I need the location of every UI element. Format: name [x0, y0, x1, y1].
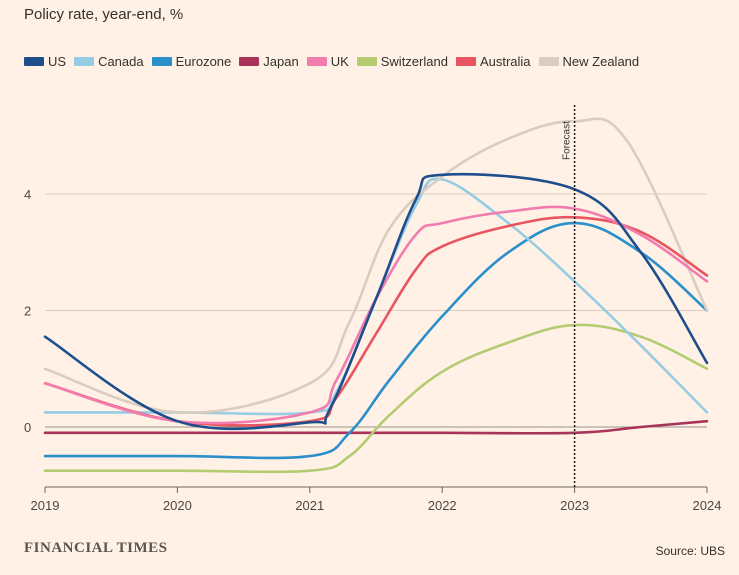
series-line-eurozone	[43, 221, 709, 460]
series-line-japan	[43, 419, 709, 435]
x-tick-label: 2023	[560, 498, 589, 513]
legend-swatch	[306, 57, 327, 66]
line-chart: 0 2 4 2019 2020 2021 2022 2023 2024 Forecast	[24, 105, 722, 513]
legend-item-new-zealand: New Zealand	[538, 54, 640, 69]
y-tick-label: 4	[24, 187, 31, 202]
legend-item-switzerland: Switzerland	[356, 54, 448, 69]
legend-swatch	[356, 57, 377, 66]
series-line-uk	[43, 205, 709, 425]
legend-item-japan: Japan	[239, 54, 299, 69]
legend-swatch	[239, 57, 260, 66]
y-tick-label: 2	[24, 304, 31, 319]
source-note: Source: UBS	[655, 544, 725, 558]
legend-item-uk: UK	[306, 54, 349, 69]
legend-swatch	[24, 57, 44, 66]
legend-label: New Zealand	[562, 54, 640, 69]
series-line-australia	[43, 215, 709, 427]
legend-swatch	[538, 57, 559, 66]
legend-label: UK	[330, 54, 349, 69]
x-tick-label: 2022	[428, 498, 457, 513]
x-tick-label: 2020	[163, 498, 192, 513]
legend: US Canada Eurozone Japan UK Switzerland Austra…	[24, 54, 647, 69]
x-tick-label: 2019	[31, 498, 60, 513]
legend-label: Australia	[479, 54, 531, 69]
legend-swatch	[455, 57, 476, 66]
y-tick-label: 0	[24, 420, 31, 435]
forecast-label: Forecast	[562, 121, 573, 160]
legend-swatch	[151, 57, 172, 66]
x-tick-label: 2021	[295, 498, 324, 513]
legend-label: Japan	[263, 54, 299, 69]
legend-item-eurozone: Eurozone	[151, 54, 232, 69]
series-line-us	[43, 172, 709, 431]
chart-title: Policy rate, year-end, %	[24, 6, 184, 23]
series-line-canada	[43, 177, 709, 416]
series-line-new-zealand	[43, 117, 709, 415]
brand-logo-text: FINANCIAL TIMES	[24, 540, 168, 556]
legend-item-canada: Canada	[74, 54, 144, 69]
legend-item-australia: Australia	[455, 54, 531, 69]
legend-item-us: US	[24, 54, 66, 69]
legend-swatch	[74, 57, 95, 66]
x-tick-label: 2024	[693, 498, 722, 513]
legend-label: Canada	[98, 54, 144, 69]
legend-label: Eurozone	[175, 54, 232, 69]
legend-label: Switzerland	[380, 54, 448, 69]
series-line-switzerland	[43, 323, 709, 474]
legend-label: US	[48, 54, 67, 69]
